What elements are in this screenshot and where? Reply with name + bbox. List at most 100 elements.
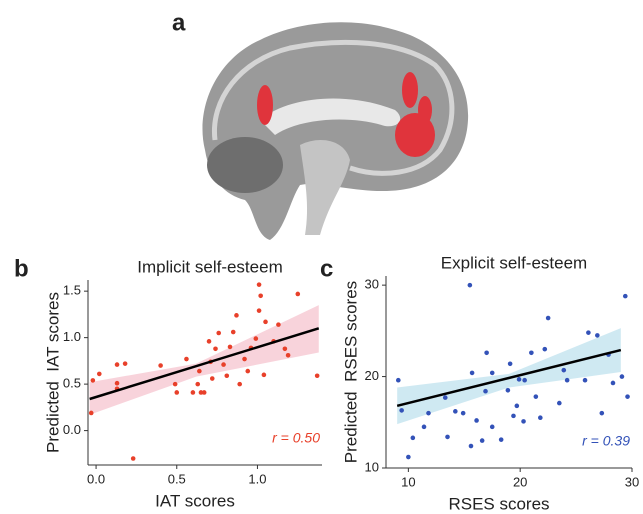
data-point [242, 357, 247, 362]
data-point [89, 411, 94, 416]
panel-label: a [172, 9, 186, 36]
cerebellum [207, 137, 283, 193]
data-point [207, 339, 212, 344]
data-point [470, 371, 475, 376]
data-point [216, 331, 221, 336]
annotation: r = 0.50 [272, 430, 320, 446]
data-point [396, 378, 401, 383]
data-point [224, 373, 229, 378]
data-point [262, 373, 267, 378]
data-point [583, 378, 588, 383]
data-point [611, 381, 616, 386]
data-point [538, 415, 543, 420]
data-point [461, 411, 466, 416]
data-point [263, 320, 268, 325]
confidence-band [397, 328, 621, 424]
y-axis-label: Predicted RSES scores [341, 281, 360, 463]
data-point [586, 330, 591, 335]
data-point [158, 363, 163, 368]
y-axis-label: Predicted IAT scores [43, 292, 62, 453]
data-point [234, 313, 239, 318]
data-point [184, 357, 189, 362]
data-point [422, 425, 427, 430]
data-point [231, 330, 236, 335]
data-point [228, 345, 233, 350]
data-point [123, 361, 128, 366]
data-point [115, 362, 120, 367]
data-point [283, 346, 288, 351]
y-tick-label: 1.5 [63, 283, 81, 298]
y-tick-label: 0.5 [63, 376, 81, 391]
data-point [221, 362, 226, 367]
data-point [254, 336, 259, 341]
data-point [443, 395, 448, 400]
x-tick-label: 0.0 [87, 471, 105, 486]
y-tick-label: 10 [365, 459, 379, 474]
data-point [517, 377, 522, 382]
x-tick-label: 30 [625, 474, 639, 489]
data-point [174, 390, 179, 395]
data-point [131, 456, 136, 461]
data-point [258, 294, 263, 299]
data-point [490, 425, 495, 430]
annotation: r = 0.39 [582, 433, 630, 449]
data-point [529, 351, 534, 356]
data-point [546, 316, 551, 321]
data-point [97, 372, 102, 377]
data-point [469, 444, 474, 449]
data-point [511, 414, 516, 419]
data-point [406, 455, 411, 460]
data-point [445, 435, 450, 440]
data-point [474, 418, 479, 423]
data-point [499, 437, 504, 442]
x-tick-label: 0.5 [168, 471, 186, 486]
data-point [399, 408, 404, 413]
data-point [557, 401, 562, 406]
data-point [213, 346, 218, 351]
data-point [595, 333, 600, 338]
x-axis-label: IAT scores [155, 491, 235, 510]
data-point [237, 382, 242, 387]
data-point [542, 347, 547, 352]
data-point [91, 378, 96, 383]
x-tick-label: 1.0 [248, 471, 266, 486]
data-point [257, 308, 262, 313]
data-point [506, 388, 511, 393]
x-tick-label: 10 [401, 474, 415, 489]
data-point [257, 282, 262, 287]
y-tick-label: 20 [365, 368, 379, 383]
data-point [484, 351, 489, 356]
data-point [565, 378, 570, 383]
x-tick-label: 20 [513, 474, 527, 489]
data-point [561, 368, 566, 373]
data-point [195, 382, 200, 387]
chart-title: Implicit self-esteem [137, 257, 282, 276]
fit-line [397, 350, 621, 406]
y-tick-label: 1.0 [63, 329, 81, 344]
data-point [295, 292, 300, 297]
data-point [534, 394, 539, 399]
data-point [173, 382, 178, 387]
data-point [522, 378, 527, 383]
data-point [508, 361, 513, 366]
data-point [623, 294, 628, 299]
data-point [286, 353, 291, 358]
chart-title: Explicit self-esteem [441, 253, 587, 272]
data-point [197, 369, 202, 374]
data-point [490, 371, 495, 376]
data-point [468, 283, 473, 288]
figure: a b c 0.00.51.00.00.51.01.5Implicit self… [0, 0, 643, 514]
confidence-band [90, 305, 319, 415]
brain-image [202, 22, 468, 240]
data-point [483, 389, 488, 394]
data-point [191, 390, 196, 395]
panel-label: b [14, 255, 29, 282]
data-point [625, 394, 630, 399]
y-tick-label: 30 [365, 277, 379, 292]
data-point [515, 404, 520, 409]
panel-label: c [320, 255, 333, 282]
data-point [276, 322, 281, 327]
data-point [480, 438, 485, 443]
data-point [245, 369, 250, 374]
data-point [600, 411, 605, 416]
